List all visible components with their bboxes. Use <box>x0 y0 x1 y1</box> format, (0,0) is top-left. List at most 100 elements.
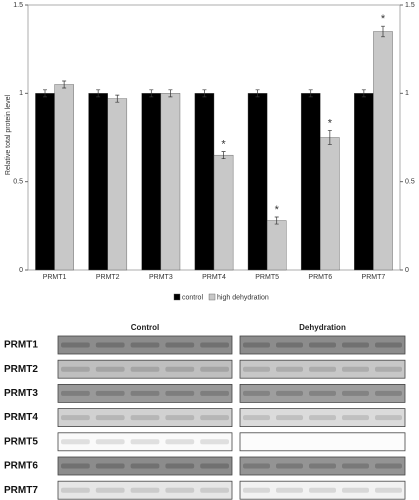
bar <box>213 154 234 271</box>
blot-band <box>61 439 90 445</box>
x-tick-label: PRMT5 <box>255 274 279 281</box>
blot-band <box>342 487 369 493</box>
blot-band <box>375 366 402 372</box>
blot-band <box>200 487 229 493</box>
blot-band <box>309 366 336 372</box>
blot-band <box>342 366 369 372</box>
blot-band <box>342 342 369 348</box>
x-tick-label: PRMT4 <box>202 274 226 281</box>
bar <box>354 93 374 271</box>
blot-band <box>200 463 229 469</box>
legend-label: control <box>182 294 203 301</box>
x-tick-label: PRMT1 <box>43 274 67 281</box>
error-bar <box>221 151 226 160</box>
blot-band <box>200 439 229 445</box>
blot-band <box>342 463 369 469</box>
blot-band <box>276 366 303 372</box>
bar <box>160 93 181 271</box>
blot-band <box>61 366 90 372</box>
row-label: PRMT7 <box>4 485 38 496</box>
error-bar <box>255 89 260 98</box>
blot-band <box>200 415 229 421</box>
blot-band <box>130 463 160 469</box>
blot-band <box>200 366 229 372</box>
blot-band <box>342 439 369 445</box>
row-label: PRMT1 <box>4 340 38 351</box>
bar <box>320 137 340 271</box>
blot-band <box>130 415 160 421</box>
bar <box>35 93 55 271</box>
blot-band <box>243 342 270 348</box>
blot-band <box>61 487 90 493</box>
blot-band <box>309 463 336 469</box>
y2-tick-label: 1.5 <box>405 2 415 9</box>
legend-swatch <box>173 293 181 301</box>
bar <box>266 220 287 271</box>
group-header: Control <box>131 323 159 332</box>
blot-band <box>375 439 402 445</box>
error-bar <box>327 130 332 145</box>
x-tick-label: PRMT2 <box>96 274 120 281</box>
error-bar <box>115 94 120 103</box>
y2-tick-label: 0.5 <box>405 179 415 186</box>
significance-mark: * <box>275 204 280 216</box>
blot-band <box>309 439 336 445</box>
x-tick-label: PRMT3 <box>149 274 173 281</box>
significance-mark: * <box>221 139 226 151</box>
bar <box>88 93 108 271</box>
blot-band <box>200 390 229 396</box>
blot-band <box>130 439 160 445</box>
blot-band <box>342 415 369 421</box>
x-tick-label: PRMT6 <box>308 274 332 281</box>
blot-band <box>130 366 160 372</box>
blot-band <box>130 342 160 348</box>
bar <box>54 84 74 271</box>
y-tick-label: 0 <box>19 267 23 274</box>
blot-band <box>130 390 160 396</box>
y2-tick-label: 1 <box>405 90 409 97</box>
row-label: PRMT6 <box>4 461 38 472</box>
blot-band <box>309 415 336 421</box>
blot-band <box>342 390 369 396</box>
row-label: PRMT2 <box>4 364 38 375</box>
blot-band <box>276 415 303 421</box>
blot-band <box>95 439 125 445</box>
blot-band <box>95 415 125 421</box>
legend-label: high dehydration <box>217 294 269 301</box>
error-bar <box>168 89 173 98</box>
error-bar <box>274 216 279 225</box>
significance-mark: * <box>328 117 333 129</box>
row-label: PRMT5 <box>4 436 38 447</box>
x-tick-label: PRMT7 <box>362 274 386 281</box>
error-bar <box>308 89 313 98</box>
bar <box>194 93 215 271</box>
error-bar <box>96 89 101 98</box>
blot-band <box>243 463 270 469</box>
blot-band <box>309 390 336 396</box>
error-bar <box>43 89 48 98</box>
blot-band <box>165 390 195 396</box>
blot-band <box>95 463 125 469</box>
error-bar <box>62 80 67 89</box>
significance-mark: * <box>381 13 386 25</box>
blot-band <box>61 390 90 396</box>
blot-band <box>95 366 125 372</box>
blot-band <box>61 415 90 421</box>
blot-band <box>375 415 402 421</box>
row-label: PRMT3 <box>4 388 38 399</box>
y-axis-label: Relative total protein level <box>5 94 12 175</box>
blot-band <box>165 439 195 445</box>
y-tick-label: 0.5 <box>13 179 23 186</box>
bar <box>373 31 393 271</box>
bar <box>300 93 321 271</box>
blot-band <box>276 390 303 396</box>
bar <box>141 93 162 271</box>
row-label: PRMT4 <box>4 412 38 423</box>
blot-band <box>61 342 90 348</box>
blot-band <box>243 439 270 445</box>
bar <box>107 98 128 271</box>
bar <box>247 93 268 271</box>
y-tick-label: 1 <box>19 90 23 97</box>
error-bar <box>380 25 385 38</box>
